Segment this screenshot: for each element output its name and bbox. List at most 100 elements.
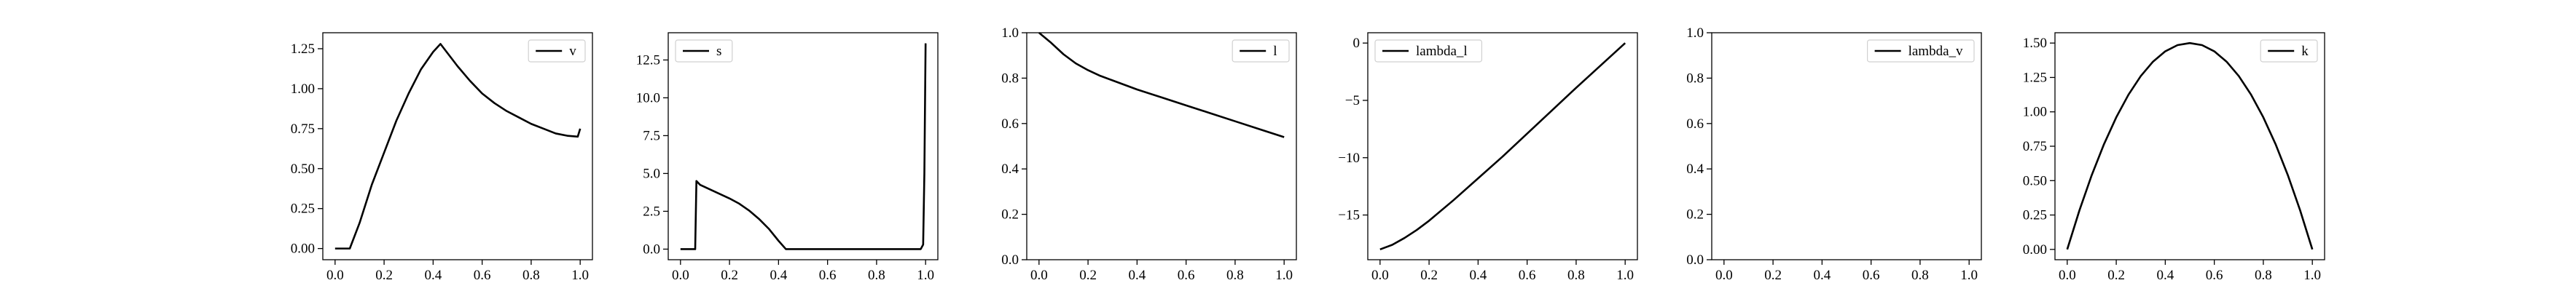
y-tick-label: 1.25 xyxy=(2023,70,2047,85)
legend-frame xyxy=(1374,39,1482,63)
legend: v xyxy=(528,39,586,63)
y-tick-label: −5 xyxy=(1345,93,1360,108)
y-tick-label: 0.25 xyxy=(2023,208,2047,223)
y-tick-label: 0.0 xyxy=(1686,252,1704,268)
x-tick-label: 0.2 xyxy=(1420,268,1438,283)
plot-area xyxy=(1026,32,1297,260)
legend: l xyxy=(1232,39,1290,63)
y-tick-label: 0.6 xyxy=(1001,116,1019,132)
x-tick-label: 0.0 xyxy=(672,268,689,283)
y-tick-label: −15 xyxy=(1338,208,1360,223)
chart-panel-4: 0.0 0.2 0.4 0.6 0.8 1.0 −15 −10 −5 0 lambda_l xyxy=(1338,32,1638,283)
series-line-k xyxy=(2066,41,2314,250)
legend: k xyxy=(2260,39,2318,63)
y-tick-label: 0.75 xyxy=(291,121,315,137)
y-tick-label: 0.75 xyxy=(2023,139,2047,154)
legend-label: k xyxy=(2301,44,2309,59)
y-tick-label: 1.0 xyxy=(1001,25,1019,41)
y-tick-label: 0 xyxy=(1353,36,1361,51)
x-tick-label: 0.4 xyxy=(1469,268,1487,283)
series-line-lambda_l xyxy=(1379,42,1626,251)
chart-panel-3: 0.0 0.2 0.4 0.6 0.8 1.0 0.0 0.2 0.4 0.6 0.8 1.0 l xyxy=(1001,25,1297,283)
x-tick-label: 0.2 xyxy=(2107,268,2125,283)
legend: s xyxy=(675,39,733,63)
x-tick-label: 0.2 xyxy=(1079,268,1097,283)
legend: lambda_v xyxy=(1867,39,1975,63)
x-tick-label: 0.6 xyxy=(2206,268,2223,283)
x-tick-label: 0.0 xyxy=(1030,268,1048,283)
y-tick-label: 5.0 xyxy=(643,166,660,181)
x-tick-label: 1.0 xyxy=(2303,268,2321,283)
plot-area xyxy=(1367,32,1638,260)
x-tick-label: 0.4 xyxy=(2156,268,2174,283)
y-tick-label: 2.5 xyxy=(643,204,660,219)
x-tick-label: 0.6 xyxy=(474,268,491,283)
legend-label: s xyxy=(716,44,721,59)
y-tick-label: 0.50 xyxy=(2023,173,2047,188)
legend-label: lambda_l xyxy=(1416,44,1468,59)
y-tick-label: 1.00 xyxy=(2023,105,2047,120)
chart-panel-2: 0.0 0.2 0.4 0.6 0.8 1.0 0.0 2.5 5.0 7.5 10.0 12.5 s xyxy=(636,32,939,283)
x-tick-label: 0.2 xyxy=(1764,268,1782,283)
y-tick-label: 0.50 xyxy=(291,162,315,177)
x-tick-label: 1.0 xyxy=(1616,268,1634,283)
x-tick-label: 0.8 xyxy=(1911,268,1929,283)
y-tick-label: 1.00 xyxy=(291,81,315,97)
x-tick-label: 0.6 xyxy=(1519,268,1536,283)
y-tick-label: 0.0 xyxy=(643,242,660,257)
chart-panel-6: 0.0 0.2 0.4 0.6 0.8 1.0 0.00 0.25 0.50 0.75 1.00 1.… xyxy=(2023,32,2325,283)
x-tick-label: 0.0 xyxy=(1715,268,1733,283)
x-tick-label: 0.4 xyxy=(424,268,442,283)
legend-label: lambda_v xyxy=(1908,44,1963,59)
legend-frame xyxy=(1867,39,1975,63)
plot-area xyxy=(1711,32,1982,260)
x-tick-label: 0.4 xyxy=(1813,268,1831,283)
y-tick-label: 0.2 xyxy=(1001,207,1019,223)
y-tick-label: 0.25 xyxy=(291,202,315,217)
y-tick-label: 1.25 xyxy=(291,41,315,57)
legend: lambda_l xyxy=(1374,39,1482,63)
x-tick-label: 0.8 xyxy=(868,268,885,283)
y-tick-label: 0.8 xyxy=(1686,71,1704,86)
y-tick-label: −10 xyxy=(1338,151,1360,166)
legend-label: l xyxy=(1273,44,1277,59)
x-tick-label: 0.8 xyxy=(522,268,540,283)
y-tick-label: 0.4 xyxy=(1686,162,1704,177)
y-tick-label: 0.6 xyxy=(1686,116,1704,132)
y-tick-label: 1.50 xyxy=(2023,36,2047,51)
plot-area xyxy=(668,32,939,260)
y-tick-label: 0.0 xyxy=(1001,252,1019,268)
y-tick-label: 0.4 xyxy=(1001,162,1019,177)
y-tick-label: 1.0 xyxy=(1686,25,1704,41)
y-tick-label: 0.8 xyxy=(1001,71,1019,86)
x-tick-label: 0.2 xyxy=(721,268,738,283)
series-line-v xyxy=(334,43,582,250)
chart-panel-5: 0.0 0.2 0.4 0.6 0.8 1.0 0.0 0.2 0.4 0.6 0.8 1.0 lamb… xyxy=(1686,25,1982,283)
x-tick-label: 0.4 xyxy=(770,268,787,283)
y-tick-label: 0.2 xyxy=(1686,207,1704,223)
x-tick-label: 1.0 xyxy=(917,268,934,283)
x-tick-label: 1.0 xyxy=(1960,268,1978,283)
y-tick-label: 0.00 xyxy=(2023,242,2047,258)
x-tick-label: 0.2 xyxy=(375,268,393,283)
x-tick-label: 0.0 xyxy=(2059,268,2076,283)
y-tick-label: 12.5 xyxy=(636,52,660,68)
plot-area xyxy=(322,32,593,260)
y-tick-label: 0.00 xyxy=(291,242,315,257)
chart-panel-1: 0.0 0.2 0.4 0.6 0.8 1.0 0.00 0.25 0.50 0.75 1.00 1.… xyxy=(291,32,593,283)
x-tick-label: 0.6 xyxy=(1178,268,1195,283)
x-tick-label: 0.8 xyxy=(1226,268,1244,283)
x-tick-label: 0.6 xyxy=(1863,268,1880,283)
x-tick-label: 1.0 xyxy=(571,268,589,283)
y-tick-label: 10.0 xyxy=(636,90,660,105)
y-tick-label: 7.5 xyxy=(643,128,660,143)
x-tick-label: 0.6 xyxy=(819,268,837,283)
series-line-l xyxy=(1038,32,1285,138)
x-tick-label: 0.8 xyxy=(2255,268,2272,283)
plot-area xyxy=(2054,32,2325,260)
x-tick-label: 1.0 xyxy=(1275,268,1293,283)
x-tick-label: 0.8 xyxy=(1567,268,1585,283)
x-tick-label: 0.4 xyxy=(1128,268,1146,283)
x-tick-label: 0.0 xyxy=(1371,268,1389,283)
